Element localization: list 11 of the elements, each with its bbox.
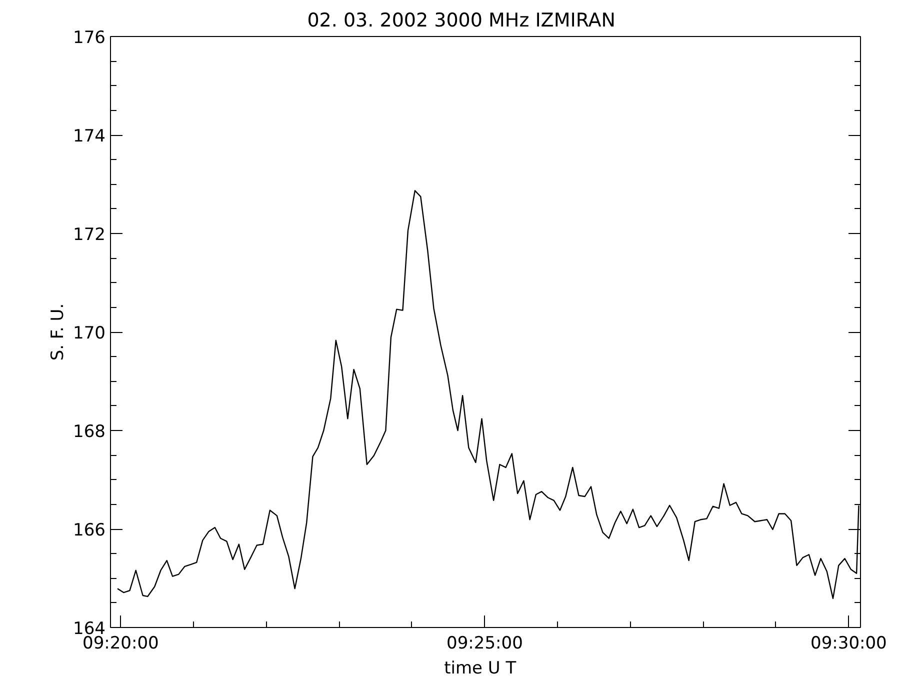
x-tick-label: 09:25:00 — [446, 634, 523, 654]
y-tick-label: 174 — [73, 126, 106, 146]
y-tick-label: 166 — [73, 520, 106, 540]
y-tick-label: 176 — [73, 28, 106, 48]
y-tick-label: 172 — [73, 225, 106, 245]
x-tick-label: 09:30:00 — [810, 634, 887, 654]
chart-title: 02. 03. 2002 3000 MHz IZMIRAN — [307, 10, 616, 32]
y-axis-title: S. F. U. — [48, 303, 68, 361]
y-tick-label: 170 — [73, 324, 106, 344]
y-tick-label: 168 — [73, 422, 106, 442]
x-axis-title: time U T — [444, 658, 517, 678]
